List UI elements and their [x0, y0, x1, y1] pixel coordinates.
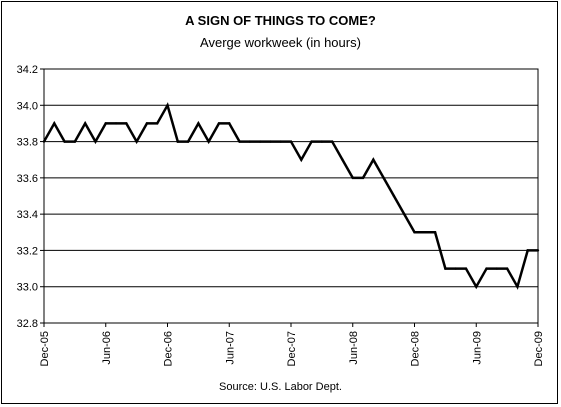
data-point	[248, 140, 252, 143]
y-tick-label: 33.0	[17, 282, 38, 294]
data-point	[289, 140, 293, 143]
data-point	[228, 122, 231, 125]
data-point	[145, 122, 149, 125]
data-point	[186, 140, 190, 143]
data-point	[536, 249, 540, 252]
x-tick-label: Dec-09	[533, 331, 545, 366]
x-tick-label: Dec-08	[410, 331, 422, 366]
data-point	[279, 140, 282, 143]
data-point	[403, 212, 406, 216]
data-point	[413, 231, 416, 234]
data-point	[166, 104, 169, 107]
y-tick-label: 34.2	[17, 64, 38, 76]
plot-area	[43, 68, 539, 324]
data-point	[269, 140, 272, 143]
data-point	[258, 140, 262, 143]
data-point	[341, 158, 344, 161]
data-point	[63, 140, 66, 143]
data-point	[94, 140, 97, 143]
data-point	[300, 158, 303, 161]
x-tick-label: Dec-05	[39, 331, 51, 366]
data-point	[505, 267, 509, 270]
data-point	[464, 267, 468, 270]
data-point	[104, 122, 107, 125]
data-point	[156, 122, 159, 125]
x-tick-label: Jun-09	[471, 331, 483, 365]
data-point	[392, 194, 396, 198]
data-point	[310, 140, 313, 143]
data-point	[330, 140, 334, 143]
y-tick-label: 34.0	[17, 100, 38, 112]
data-point	[526, 249, 529, 252]
data-point	[516, 285, 519, 288]
data-point	[217, 122, 221, 125]
data-point	[73, 140, 77, 143]
chart-subtitle: Averge workweek (in hours)	[200, 35, 361, 50]
x-tick-label: Dec-06	[163, 331, 175, 366]
data-point	[433, 231, 437, 234]
data-point	[372, 158, 375, 161]
data-point	[444, 267, 447, 270]
chart-title: A SIGN OF THINGS TO COME?	[185, 13, 376, 28]
source-note: Source: U.S. Labor Dept.	[219, 381, 342, 393]
y-tick-label: 33.8	[17, 137, 38, 149]
data-point	[351, 176, 354, 180]
data-point	[53, 122, 56, 125]
data-point	[114, 122, 118, 125]
data-point	[423, 231, 426, 234]
x-tick-label: Jun-08	[348, 331, 360, 365]
data-point	[83, 122, 87, 125]
y-tick-label: 32.8	[17, 318, 38, 330]
data-point	[475, 285, 478, 288]
data-point	[135, 140, 138, 143]
y-tick-label: 33.4	[17, 209, 38, 221]
data-point	[382, 176, 385, 180]
x-tick-label: Dec-07	[286, 331, 298, 366]
series-line	[42, 102, 538, 290]
x-tick-label: Jun-07	[224, 331, 236, 365]
x-tick-label: Jun-06	[101, 331, 113, 365]
data-point	[485, 267, 488, 270]
y-tick-label: 33.2	[17, 245, 38, 257]
data-point	[207, 140, 210, 143]
y-tick-label: 33.6	[17, 173, 38, 185]
data-point	[361, 176, 365, 180]
data-point	[176, 140, 179, 143]
data-point	[197, 122, 200, 125]
data-point	[320, 140, 324, 143]
data-point	[42, 140, 46, 143]
data-point	[495, 267, 499, 270]
data-point	[238, 140, 241, 143]
data-point	[454, 267, 457, 270]
data-point	[125, 122, 128, 125]
